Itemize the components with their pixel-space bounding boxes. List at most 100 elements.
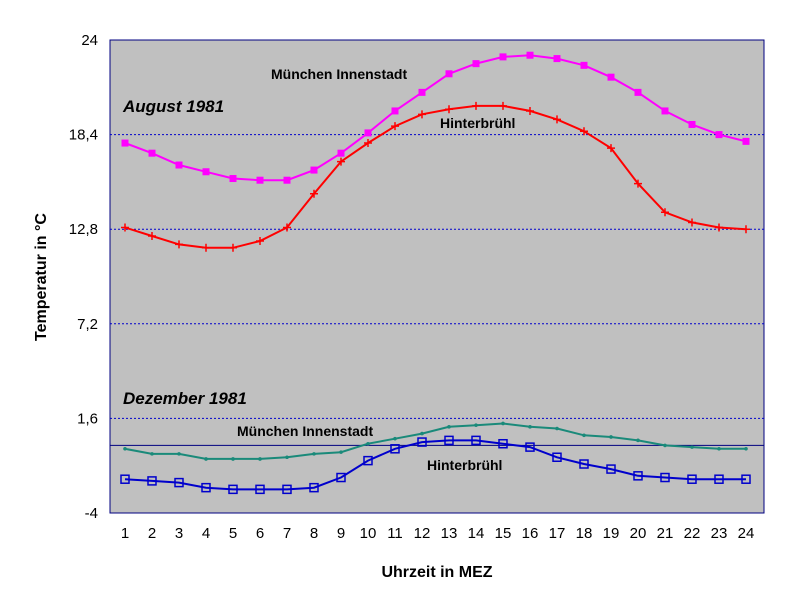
data-point	[417, 437, 427, 447]
data-point	[528, 425, 532, 429]
data-point	[660, 472, 670, 483]
data-point	[337, 157, 345, 166]
data-point	[177, 452, 181, 456]
data-point	[121, 139, 129, 147]
data-point	[688, 218, 696, 227]
series-label: München Innenstadt	[271, 66, 407, 82]
data-point	[445, 70, 453, 78]
series-line	[124, 54, 747, 182]
x-tick-label: 14	[468, 525, 485, 542]
data-point	[553, 115, 561, 124]
annotations: August 1981 Dezember 1981 München Innensta…	[122, 66, 515, 473]
data-point	[472, 60, 480, 68]
data-point	[231, 457, 235, 461]
series-3	[123, 421, 748, 461]
data-point	[688, 120, 696, 128]
data-point	[663, 443, 667, 448]
data-point	[498, 438, 508, 449]
data-point	[741, 474, 751, 484]
data-point	[283, 176, 291, 184]
x-tick-label: 15	[495, 525, 512, 542]
x-tick-label: 18	[576, 525, 593, 542]
data-point	[501, 421, 505, 426]
data-point	[285, 455, 289, 460]
x-tick-label: 21	[657, 525, 674, 542]
y-tick-label: 7,2	[77, 316, 98, 333]
data-point	[525, 442, 535, 452]
data-point	[282, 484, 292, 495]
data-point	[204, 457, 208, 461]
data-point	[283, 223, 291, 232]
data-point	[580, 61, 588, 69]
x-tick-label: 13	[441, 525, 458, 542]
x-tick-label: 7	[283, 525, 291, 542]
x-tick-label: 23	[711, 525, 728, 542]
data-point	[202, 168, 210, 176]
data-point	[363, 455, 373, 466]
data-point	[120, 474, 130, 484]
data-point	[445, 105, 453, 114]
data-point	[420, 431, 424, 436]
data-point	[499, 53, 507, 61]
series-4	[120, 435, 751, 495]
data-point	[337, 149, 345, 157]
data-point	[390, 444, 400, 454]
group-title: August 1981	[122, 97, 224, 116]
series-1	[121, 51, 750, 184]
x-tick-label: 1	[121, 525, 129, 542]
data-point	[609, 435, 613, 439]
y-tick-label: -4	[85, 505, 98, 522]
data-point	[474, 423, 478, 427]
data-point	[552, 452, 562, 463]
x-tick-label: 6	[256, 525, 264, 542]
y-tick-label: 1,6	[77, 410, 98, 427]
data-point	[607, 73, 615, 81]
data-point	[256, 237, 264, 246]
series-label: München Innenstadt	[237, 423, 373, 439]
data-point	[582, 433, 586, 438]
data-point	[690, 445, 694, 449]
data-point	[553, 55, 561, 63]
series-line	[124, 104, 747, 249]
data-point	[526, 106, 534, 115]
data-point	[634, 88, 642, 96]
x-tick-label: 24	[738, 525, 755, 542]
data-point	[309, 482, 319, 493]
data-point	[366, 441, 370, 446]
data-point	[148, 231, 156, 240]
x-tick-label: 5	[229, 525, 237, 542]
x-tick-label: 20	[630, 525, 647, 542]
data-point	[606, 464, 616, 474]
data-point	[687, 474, 697, 484]
data-point	[228, 484, 238, 495]
data-point	[579, 459, 589, 469]
y-axis-title: Temperatur in °C	[33, 213, 50, 341]
data-point	[175, 161, 183, 169]
data-point	[123, 447, 127, 451]
x-tick-label: 4	[202, 525, 210, 542]
data-point	[175, 240, 183, 249]
series-label: Hinterbrühl	[427, 457, 502, 473]
series-line	[124, 422, 746, 460]
x-tick-label: 9	[337, 525, 345, 542]
series-label: Hinterbrühl	[440, 115, 515, 131]
data-point	[148, 149, 156, 157]
data-point	[391, 122, 399, 131]
data-point	[336, 472, 346, 483]
data-point	[633, 471, 643, 481]
x-tick-label: 22	[684, 525, 701, 542]
series-2	[121, 101, 750, 252]
data-point	[364, 139, 372, 148]
data-point	[391, 107, 399, 115]
x-tick-label: 2	[148, 525, 156, 542]
data-point	[418, 88, 426, 96]
data-point	[150, 452, 154, 456]
data-point	[744, 447, 748, 451]
data-point	[526, 51, 534, 59]
data-point	[444, 435, 454, 446]
data-point	[393, 436, 397, 441]
data-point	[607, 144, 615, 153]
data-point	[742, 137, 750, 145]
